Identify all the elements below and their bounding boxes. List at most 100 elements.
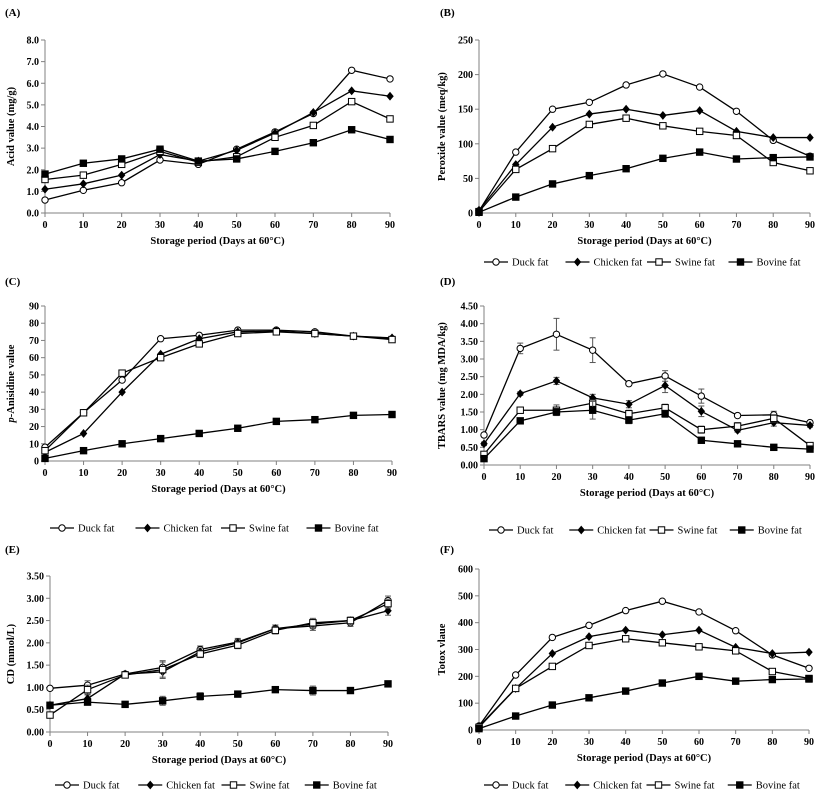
y-tick-label: 2.00	[27, 638, 45, 649]
x-tick-label: 10	[79, 468, 89, 479]
data-point	[83, 685, 92, 694]
data-point	[511, 684, 520, 693]
legend-marker	[58, 524, 66, 532]
x-axis-title: Storage period (Days at 60°C)	[152, 755, 287, 766]
data-point	[386, 75, 394, 83]
y-axis-title: Peroxide value (meq/kg)	[437, 72, 448, 181]
data-point	[512, 165, 520, 174]
y-tick-label: 250	[458, 36, 473, 47]
data-point	[121, 671, 129, 679]
data-point	[117, 155, 126, 163]
x-tick-label: 0	[477, 737, 482, 748]
data-point	[732, 107, 741, 115]
data-point	[548, 649, 557, 658]
legend-label: Duck fat	[83, 781, 120, 792]
data-point	[46, 711, 54, 719]
series-line	[483, 402, 811, 455]
data-point	[79, 159, 88, 167]
x-tick-label: 20	[547, 737, 557, 748]
series-line	[44, 100, 391, 181]
y-tick-label: 0.00	[27, 728, 45, 739]
data-point	[311, 329, 319, 338]
data-point	[79, 429, 88, 438]
data-point	[79, 446, 88, 455]
y-axis-title: p-Anisidine value	[6, 344, 17, 423]
x-tick-label: 30	[584, 220, 594, 231]
data-point	[805, 664, 813, 672]
series-swine-fat	[41, 97, 394, 184]
x-axis-title: Storage period (Days at 60°C)	[577, 236, 712, 247]
data-point	[41, 446, 49, 455]
series-swine-fat	[41, 328, 396, 455]
data-point	[271, 147, 279, 156]
y-tick-label: 200	[458, 70, 473, 81]
y-axis-title-rest: -Anisidine value	[6, 344, 17, 417]
y-tick-label: 0	[34, 457, 39, 468]
legend-label: Bovine fat	[757, 258, 801, 269]
legend-label: Duck fat	[512, 781, 549, 792]
y-tick-label: 3.50	[27, 572, 45, 583]
legend-label: Chicken fat	[597, 526, 646, 537]
series-line	[478, 600, 810, 727]
data-point	[46, 684, 54, 693]
panel-letter: (B)	[440, 7, 455, 19]
y-tick-label: 600	[458, 565, 473, 576]
data-point	[271, 133, 279, 142]
x-tick-label: 50	[660, 472, 670, 483]
x-tick-label: 50	[233, 468, 243, 479]
data-point	[347, 66, 356, 74]
x-tick-label: 60	[694, 737, 704, 748]
data-point	[770, 443, 778, 452]
y-tick-label: 60	[29, 353, 39, 364]
data-point	[622, 81, 630, 89]
legend-label: Swine fat	[675, 258, 715, 269]
data-point	[588, 346, 597, 354]
data-point	[349, 332, 358, 340]
chart-panel-5: (E) 0.00 0.50 1.00 1.50 2.00 2.50 3.00 3.50 0 10 20…	[5, 544, 393, 792]
data-point	[46, 701, 54, 709]
legend-label: Bovine fat	[758, 526, 802, 537]
data-point	[585, 171, 594, 180]
x-tick-label: 20	[117, 468, 127, 479]
x-tick-label: 40	[621, 737, 631, 748]
x-tick-label: 40	[193, 220, 203, 231]
data-point	[695, 127, 704, 136]
data-point	[621, 635, 630, 643]
x-tick-label: 10	[511, 737, 521, 748]
y-tick-label: 70	[29, 336, 39, 347]
legend-marker	[313, 781, 321, 789]
data-point	[622, 104, 630, 114]
x-tick-label: 60	[270, 739, 280, 750]
data-point	[733, 422, 742, 430]
chart-panel-1: (A) 0.0 1.0 2.0 3.0 4.0 5.0 6.0 7.0 8.0 0 10 20 30 40 5…	[5, 7, 395, 247]
series-line	[49, 599, 389, 689]
data-point	[659, 70, 667, 78]
x-tick-label: 0	[48, 739, 53, 750]
data-point	[196, 650, 204, 658]
x-tick-label: 30	[588, 472, 598, 483]
panel-letter: (F)	[440, 544, 454, 556]
data-point	[697, 436, 706, 444]
series-line	[49, 610, 389, 706]
series-line	[478, 117, 811, 213]
y-tick-label: 6.0	[27, 79, 40, 90]
y-tick-label: 100	[458, 699, 473, 710]
y-tick-label: 300	[458, 645, 473, 656]
data-point	[585, 621, 593, 630]
y-tick-label: 30	[29, 405, 39, 416]
data-point	[511, 712, 520, 720]
series-bovine-fat	[480, 400, 814, 463]
series-chicken-fat	[41, 326, 396, 457]
y-tick-label: 3.00	[461, 355, 479, 366]
series-duck-fat	[46, 595, 392, 693]
x-tick-label: 90	[805, 472, 815, 483]
x-tick-label: 90	[387, 468, 397, 479]
series-line	[478, 675, 810, 730]
legend-marker	[657, 526, 666, 534]
legend-label: Swine fat	[249, 524, 289, 535]
legend-label: Bovine fat	[756, 781, 800, 792]
series-bovine-fat	[41, 126, 394, 178]
data-point	[480, 454, 488, 463]
data-point	[625, 416, 633, 424]
data-point	[272, 328, 281, 336]
